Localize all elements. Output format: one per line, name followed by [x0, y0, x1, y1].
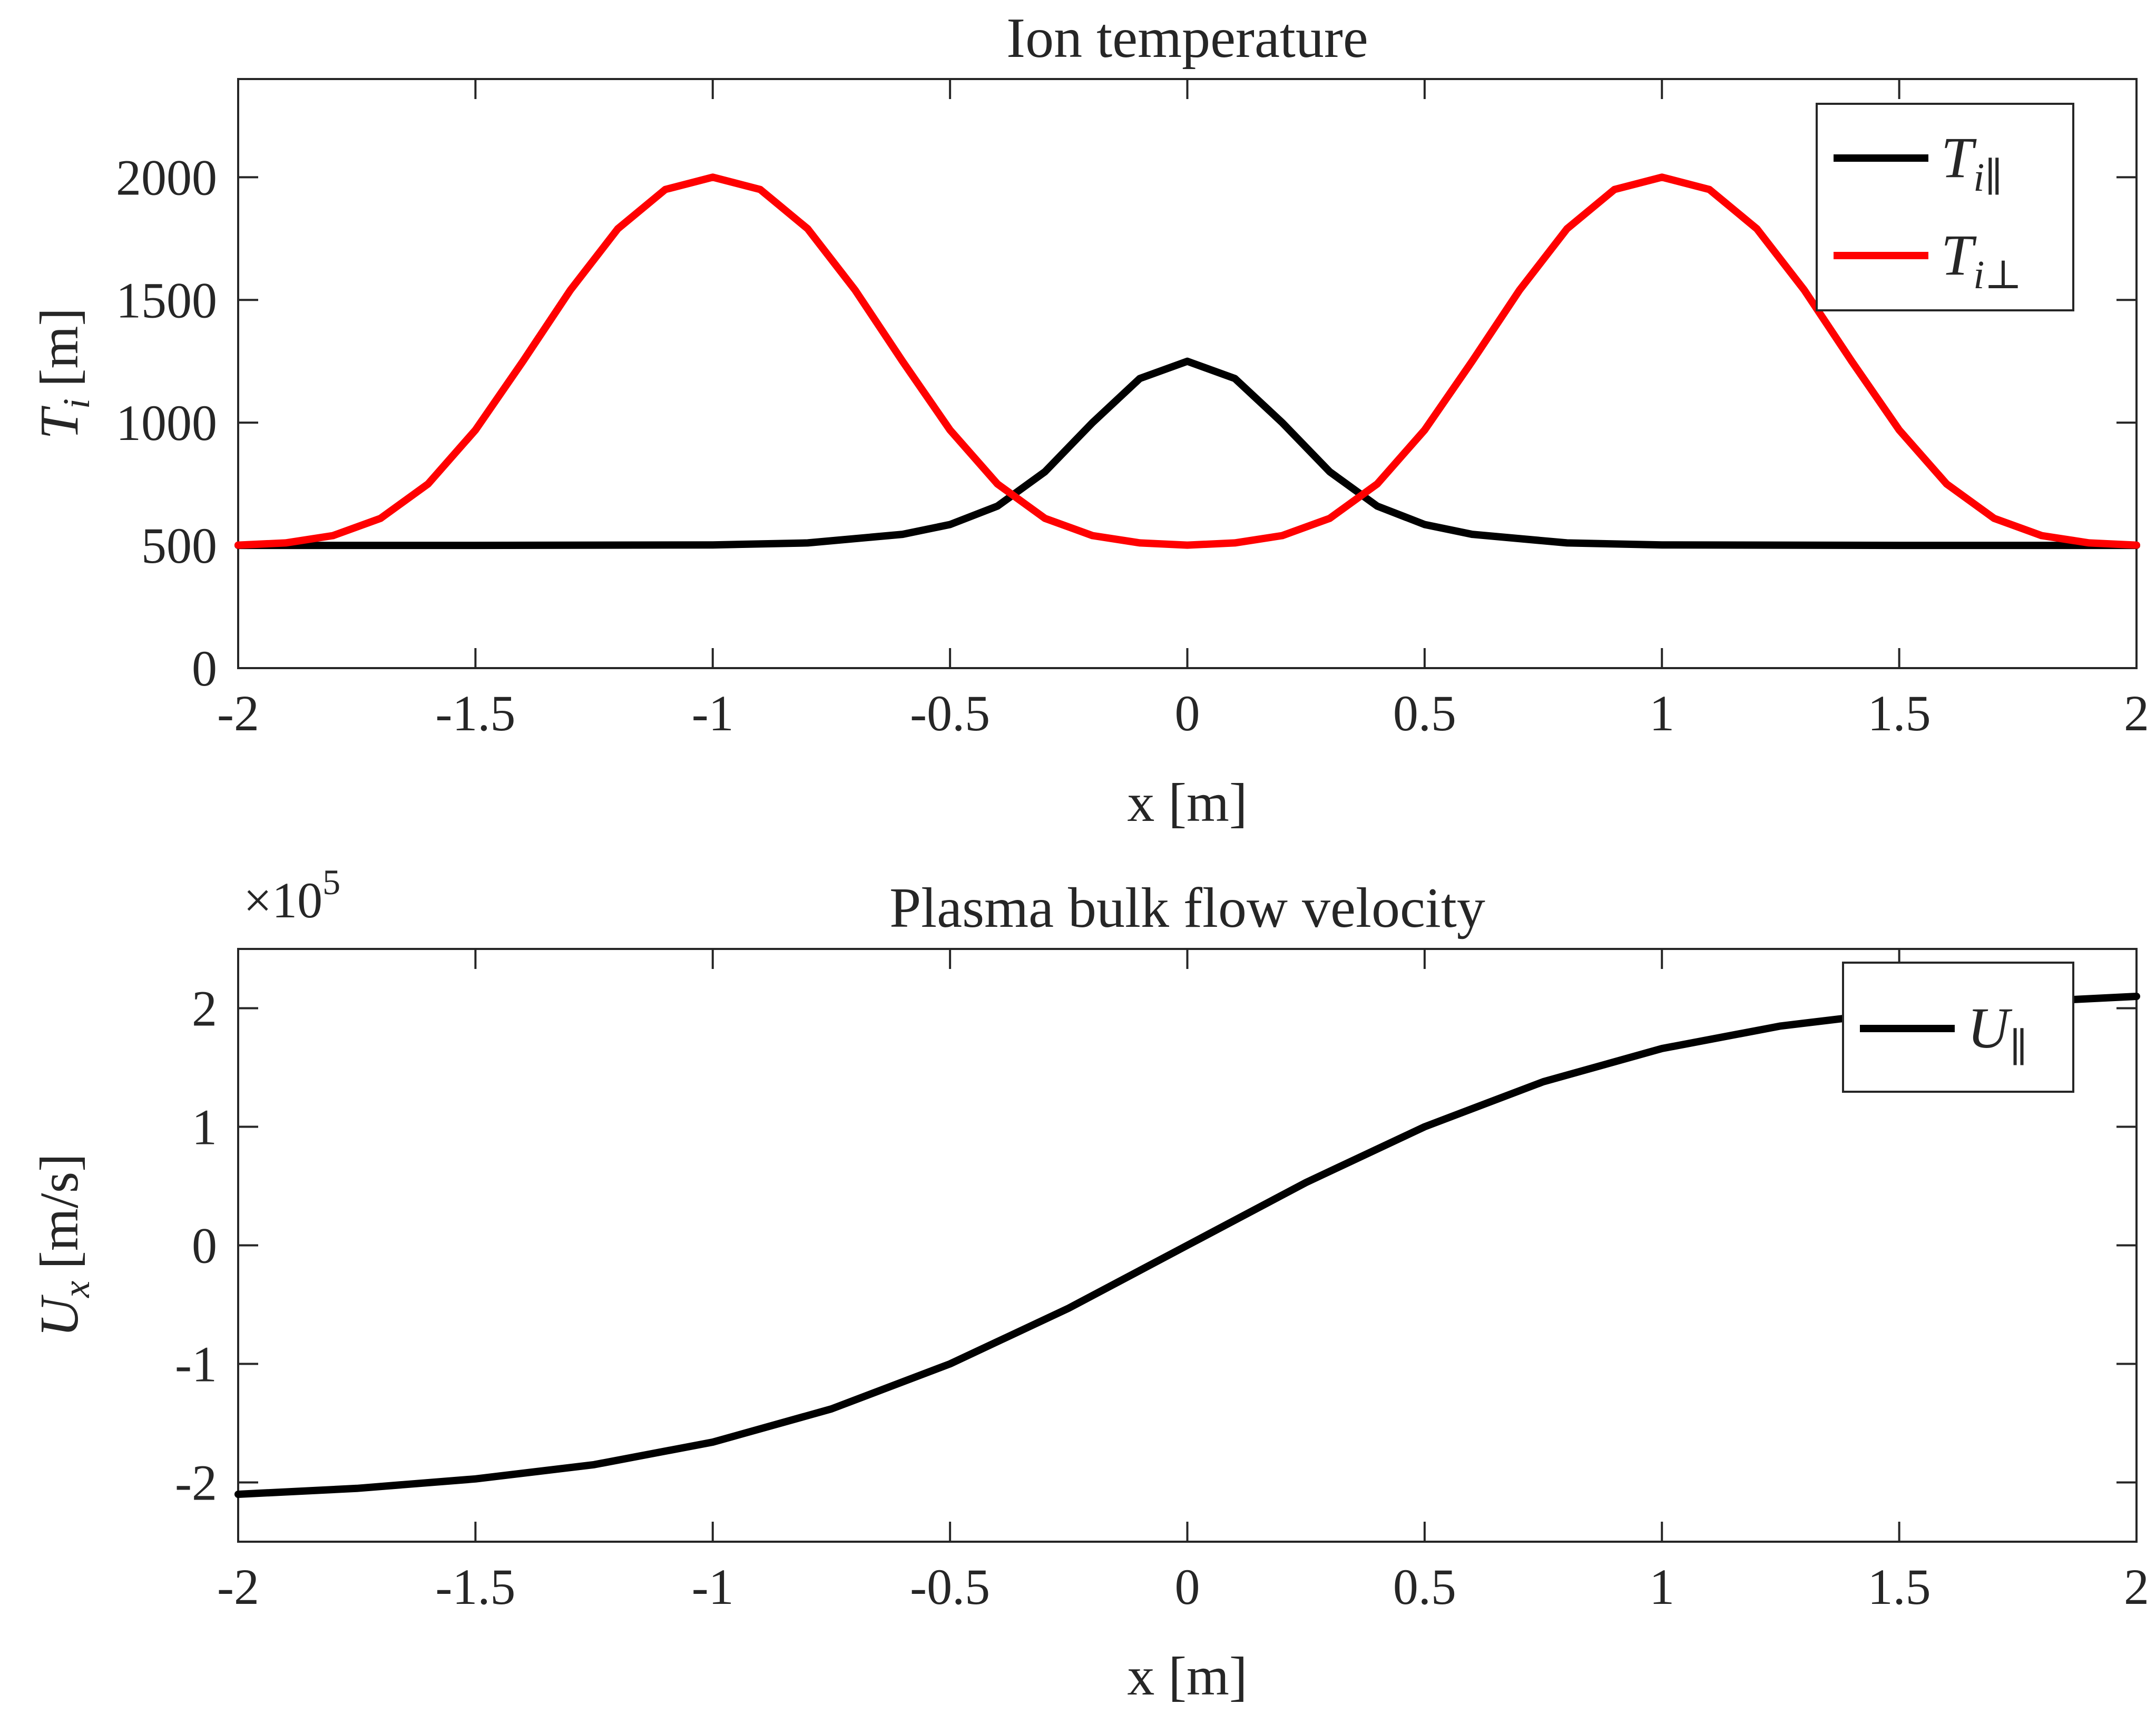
- x-tick-label: 0.5: [1393, 685, 1456, 741]
- legend-entry-symbol: U: [1967, 996, 2013, 1060]
- x-tick-label: -0.5: [910, 685, 990, 741]
- y-axis-exponent-base: ×10: [243, 872, 322, 928]
- x-tick-label: 0: [1175, 685, 1200, 741]
- x-tick-label: 2: [2124, 685, 2149, 741]
- y-axis-label-unit: [m/s]: [29, 1153, 90, 1269]
- series-line-0: [234, 993, 2140, 1498]
- y-tick-label: 2: [192, 981, 217, 1037]
- legend-entry-sub: ∥: [2009, 1026, 2027, 1070]
- x-tick-label: -1.5: [435, 685, 515, 741]
- series-line-0: [234, 357, 2140, 550]
- y-tick-label: 500: [141, 517, 217, 574]
- x-tick-label: 0: [1175, 1559, 1200, 1615]
- x-tick-label: -2: [217, 1559, 259, 1615]
- y-axis-label-sub: i: [55, 398, 97, 409]
- legend-entry-symbol: T: [1941, 223, 1977, 287]
- legend: U∥: [1842, 962, 2074, 1093]
- legend-entry-0: U∥: [1967, 996, 2028, 1070]
- x-tick-label: 2: [2124, 1559, 2149, 1615]
- plasma-bulk-flow-velocity-chart: -2 -1.5 -1 -0.5 0 0.5 1 1.5 2 -2 -1 0 1 2 Plasma bulk …: [29, 862, 2149, 1707]
- x-tick-label: 1.5: [1868, 685, 1931, 741]
- y-tick-label: 1500: [116, 272, 217, 328]
- y-tick-label: 1000: [116, 395, 217, 451]
- ion-temperature-chart: -2 -1.5 -1 -0.5 0 0.5 1 1.5 2 0 500 1000 1500 2000 Ion…: [29, 7, 2149, 833]
- x-axis-label: x [m]: [1127, 772, 1247, 833]
- x-tick-label: 1.5: [1868, 1559, 1931, 1615]
- series-line-1: [234, 173, 2140, 549]
- x-tick-label: -1: [692, 685, 734, 741]
- x-tick-label: -1.5: [435, 1559, 515, 1615]
- y-tick-label: 2000: [116, 149, 217, 205]
- y-tick-label: -1: [175, 1336, 217, 1393]
- y-axis-label-symbol: T: [29, 406, 90, 439]
- y-tick-label: 0: [192, 1218, 217, 1274]
- y-axis-label: Ux [m/s]: [29, 1153, 97, 1337]
- y-axis-exponent-power: 5: [322, 862, 340, 902]
- x-tick-label: -2: [217, 685, 259, 741]
- x-tick-label: -0.5: [910, 1559, 990, 1615]
- legend-box: [1816, 103, 2074, 311]
- y-axis-label-unit: [m]: [29, 308, 90, 387]
- chart-title: Plasma bulk flow velocity: [889, 877, 1485, 939]
- x-tick-label: 0.5: [1393, 1559, 1456, 1615]
- x-axis-label: x [m]: [1127, 1646, 1247, 1707]
- y-axis-label-sub: x: [55, 1281, 97, 1298]
- legend-entry-sub: i⊥: [1973, 253, 2022, 297]
- y-axis-label-symbol: U: [29, 1295, 90, 1337]
- y-tick-label: 1: [192, 1099, 217, 1155]
- legend-entry-1: Ti⊥: [1941, 223, 2022, 297]
- x-tick-label: 1: [1649, 685, 1674, 741]
- x-tick-label: 1: [1649, 1559, 1674, 1615]
- y-tick-label: -2: [175, 1455, 217, 1511]
- y-axis-label: Ti [m]: [29, 308, 97, 439]
- x-tick-label: -1: [692, 1559, 734, 1615]
- legend-entry-symbol: T: [1941, 125, 1977, 190]
- y-axis-exponent: ×105: [243, 862, 340, 928]
- legend-entry-sub: i∥: [1973, 155, 2003, 200]
- chart-title: Ion temperature: [1006, 7, 1368, 70]
- legend-entry-0: Ti∥: [1941, 125, 2003, 200]
- legend: Ti∥Ti⊥: [1816, 103, 2074, 311]
- y-tick-label: 0: [192, 640, 217, 697]
